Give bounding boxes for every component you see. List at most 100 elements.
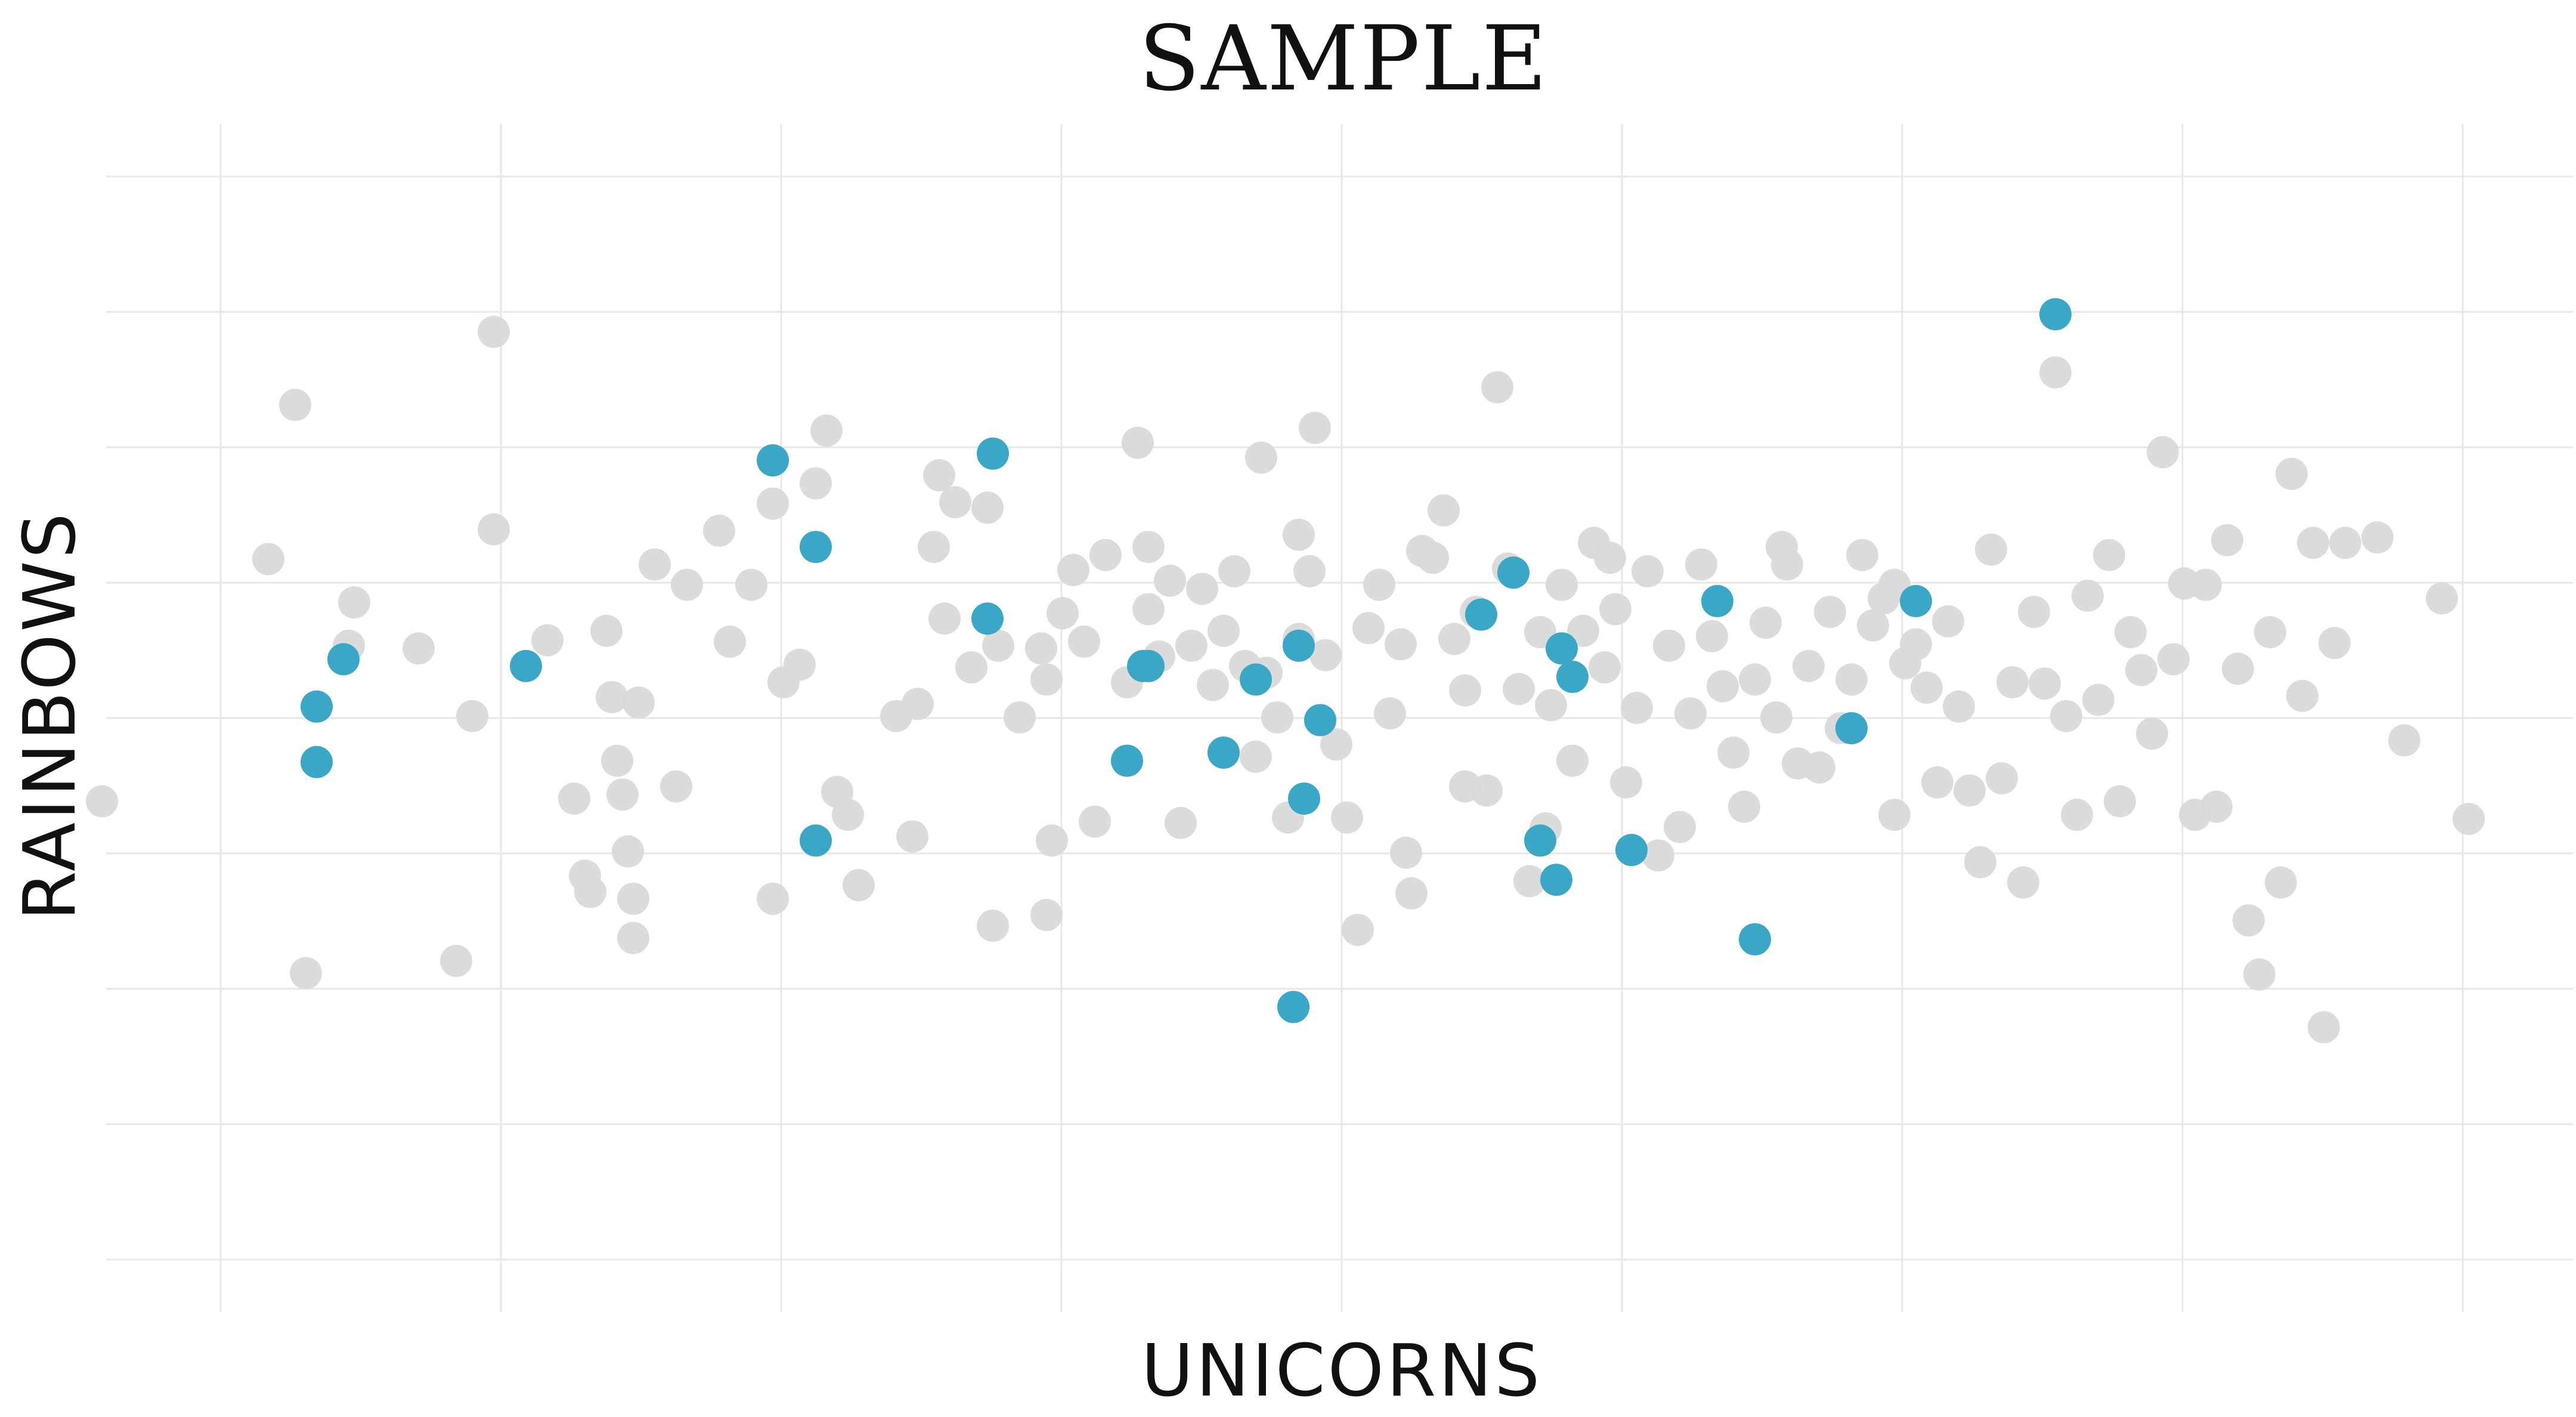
data-point bbox=[2453, 803, 2485, 836]
data-point bbox=[1240, 740, 1272, 773]
data-point bbox=[1449, 674, 1481, 707]
data-point bbox=[2275, 457, 2308, 490]
data-point bbox=[2190, 568, 2222, 601]
data-point bbox=[1760, 701, 1792, 734]
data-point bbox=[2243, 958, 2275, 991]
data-point bbox=[1653, 629, 1685, 662]
data-point bbox=[1046, 597, 1079, 630]
data-point bbox=[2157, 643, 2190, 676]
data-point bbox=[1513, 865, 1546, 898]
x-axis-label: UNICORNS bbox=[1141, 1330, 1543, 1413]
highlighted-data-point bbox=[1701, 584, 1733, 617]
data-point bbox=[2007, 866, 2039, 899]
data-point bbox=[1717, 737, 1750, 769]
data-point bbox=[338, 586, 370, 619]
data-point bbox=[1089, 539, 1122, 571]
data-point bbox=[1857, 609, 1889, 642]
data-point bbox=[2018, 596, 2050, 628]
data-point bbox=[1621, 692, 1653, 725]
data-point bbox=[1132, 531, 1165, 564]
data-point bbox=[574, 875, 606, 908]
data-point bbox=[1707, 670, 1739, 703]
data-point bbox=[1352, 612, 1385, 645]
data-point bbox=[2265, 866, 2297, 899]
data-point bbox=[2233, 904, 2265, 937]
data-point bbox=[2308, 1011, 2340, 1044]
data-point bbox=[2082, 683, 2114, 716]
highlighted-data-point bbox=[1540, 864, 1572, 896]
data-point bbox=[1750, 607, 1782, 639]
data-point bbox=[735, 568, 767, 601]
data-point bbox=[2329, 527, 2361, 559]
data-point bbox=[1342, 914, 1374, 946]
data-point bbox=[1814, 596, 1846, 628]
data-point bbox=[1390, 836, 1422, 869]
data-point bbox=[279, 388, 311, 421]
data-point bbox=[1385, 628, 1417, 661]
data-point bbox=[1943, 690, 1975, 723]
data-point bbox=[2125, 654, 2157, 686]
data-point bbox=[1664, 810, 1696, 843]
data-point bbox=[1299, 412, 1331, 444]
data-point bbox=[1320, 728, 1352, 761]
highlighted-data-point bbox=[977, 437, 1009, 470]
data-point bbox=[703, 514, 735, 547]
data-point bbox=[1932, 605, 1964, 638]
data-point bbox=[1417, 542, 1449, 574]
data-point bbox=[1428, 494, 1460, 527]
data-point bbox=[1599, 593, 1631, 626]
highlighted-data-point bbox=[327, 643, 360, 676]
highlighted-data-point bbox=[301, 690, 333, 723]
data-point bbox=[2114, 616, 2147, 648]
data-point bbox=[2200, 790, 2233, 823]
data-point bbox=[1846, 539, 1878, 571]
data-point bbox=[1803, 751, 1835, 784]
data-point bbox=[1642, 839, 1674, 872]
data-point bbox=[1964, 846, 1996, 878]
data-point bbox=[2222, 652, 2254, 685]
data-point bbox=[2388, 724, 2420, 757]
data-point bbox=[623, 686, 655, 719]
data-point bbox=[757, 487, 789, 520]
data-point bbox=[1395, 877, 1428, 909]
highlighted-data-point bbox=[1208, 737, 1240, 769]
highlighted-data-point bbox=[1277, 991, 1309, 1023]
highlighted-data-point bbox=[1111, 744, 1143, 777]
data-point bbox=[1685, 548, 1717, 581]
data-point bbox=[2361, 521, 2394, 554]
data-point bbox=[671, 568, 703, 601]
data-point bbox=[971, 491, 1004, 524]
data-point bbox=[2061, 799, 2093, 831]
data-point bbox=[617, 921, 649, 954]
data-point bbox=[2426, 582, 2458, 615]
data-point bbox=[1986, 762, 2018, 795]
data-point bbox=[1208, 614, 1240, 647]
data-point bbox=[252, 543, 284, 576]
highlighted-data-point bbox=[1304, 704, 1336, 737]
data-point bbox=[617, 883, 649, 915]
highlighted-data-point bbox=[1615, 834, 1648, 867]
data-point bbox=[843, 869, 875, 902]
highlighted-data-point bbox=[1497, 556, 1530, 589]
data-point bbox=[1594, 542, 1626, 574]
highlighted-data-point bbox=[971, 602, 1004, 635]
data-point bbox=[1674, 697, 1707, 730]
highlighted-data-point bbox=[1524, 824, 1556, 857]
data-point bbox=[1068, 625, 1100, 658]
data-point bbox=[1610, 766, 1642, 799]
data-point bbox=[1293, 555, 1326, 587]
data-point bbox=[1996, 666, 2029, 698]
data-point bbox=[902, 688, 934, 720]
data-point bbox=[1331, 801, 1363, 834]
data-point bbox=[1535, 689, 1567, 722]
data-point bbox=[1030, 663, 1063, 696]
data-point bbox=[2050, 700, 2082, 732]
highlighted-data-point bbox=[301, 745, 333, 778]
y-axis-label: RAINBOWS bbox=[9, 511, 92, 920]
data-point bbox=[531, 624, 564, 657]
data-point bbox=[1175, 629, 1208, 662]
data-point bbox=[290, 957, 322, 989]
data-point bbox=[939, 486, 971, 519]
data-point bbox=[1283, 518, 1315, 551]
